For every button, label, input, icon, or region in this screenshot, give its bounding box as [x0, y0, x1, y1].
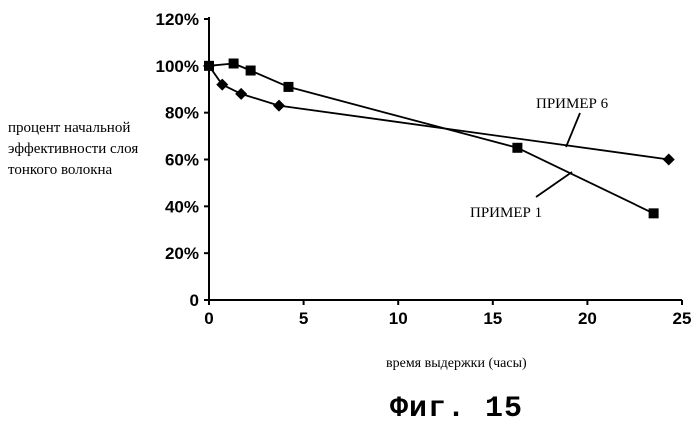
axes	[204, 17, 682, 305]
series-label-example-1: ПРИМЕР 1	[470, 205, 542, 221]
square-marker	[649, 208, 659, 218]
square-marker	[512, 143, 522, 153]
x-tick-label: 15	[483, 309, 502, 328]
data-markers	[203, 58, 675, 218]
square-marker	[246, 66, 256, 76]
leader-line-example-1	[536, 172, 572, 197]
y-axis-label-line-1: процент начальной	[8, 120, 130, 137]
x-tick-label: 10	[389, 309, 408, 328]
x-tick-label: 5	[299, 309, 308, 328]
figure-caption: Фиг. 15	[390, 392, 523, 426]
x-tick-label: 25	[673, 309, 692, 328]
y-tick-label: 120%	[156, 10, 199, 29]
y-tick-label: 100%	[156, 57, 199, 76]
tick-labels: 0 20% 40% 60% 80% 100% 120% 0 5 10 15 20 25	[156, 10, 692, 328]
y-axis-label-line-3: тонкого волокна	[8, 162, 112, 179]
series-lines	[209, 64, 669, 214]
diamond-marker	[663, 154, 675, 166]
y-tick-label: 20%	[165, 244, 199, 263]
square-marker	[229, 58, 239, 68]
y-tick-label: 40%	[165, 197, 199, 216]
y-tick-label: 0	[190, 291, 199, 310]
x-axis-label: время выдержки (часы)	[386, 356, 527, 372]
series-label-example-6: ПРИМЕР 6	[536, 96, 609, 112]
x-tick-label: 20	[578, 309, 597, 328]
series-line-2	[209, 66, 669, 160]
leader-line-example-6	[566, 113, 580, 147]
diamond-marker	[273, 100, 285, 112]
series-line-1	[209, 64, 654, 214]
diamond-marker	[235, 88, 247, 100]
y-tick-label: 80%	[165, 104, 199, 123]
x-tick-label: 0	[204, 309, 213, 328]
y-axis-label-line-2: эффективности слоя	[8, 141, 138, 158]
diamond-marker	[216, 79, 228, 91]
y-tick-label: 60%	[165, 151, 199, 170]
square-marker	[283, 82, 293, 92]
